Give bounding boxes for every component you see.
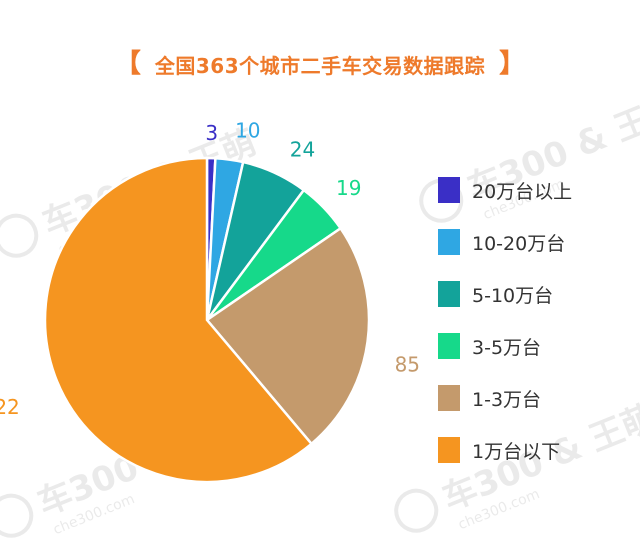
legend-swatch [438, 333, 460, 359]
legend-label: 1万台以下 [472, 440, 561, 463]
legend-swatch [438, 437, 460, 463]
data-label: 19 [336, 176, 361, 200]
legend-label: 5-10万台 [472, 284, 554, 307]
data-label: 24 [290, 138, 315, 162]
legend-label: 10-20万台 [472, 232, 566, 255]
legend-label: 3-5万台 [472, 336, 542, 359]
legend-item: 1万台以下 [438, 424, 572, 476]
legend-label: 1-3万台 [472, 388, 542, 411]
legend-item: 3-5万台 [438, 320, 572, 372]
pie-slices [43, 156, 371, 484]
legend-label: 20万台以上 [472, 180, 573, 203]
data-labels: 3 10 24 19 85 222 [0, 119, 420, 419]
legend-item: 1-3万台 [438, 372, 572, 424]
data-label: 10 [235, 119, 260, 143]
legend-item: 20万台以上 [438, 164, 572, 216]
legend-swatch [438, 385, 460, 411]
legend-swatch [438, 281, 460, 307]
data-label: 3 [205, 121, 218, 145]
data-label: 222 [0, 395, 20, 419]
title-right-bracket: 】 [499, 49, 526, 79]
legend-swatch [438, 229, 460, 255]
pie-slice [205, 226, 371, 446]
legend-swatch [438, 177, 460, 203]
legend-item: 10-20万台 [438, 216, 572, 268]
chart-title: 【 全国363个城市二手车交易数据跟踪 】 [0, 44, 640, 84]
pie-slice [43, 156, 314, 484]
legend: 20万台以上 10-20万台 5-10万台 3-5万台 1-3万台 1万台以下 [438, 164, 572, 476]
data-label: 85 [395, 352, 420, 376]
title-text: 全国363个城市二手车交易数据跟踪 [154, 53, 486, 78]
legend-item: 5-10万台 [438, 268, 572, 320]
title-left-bracket: 【 [114, 49, 141, 79]
